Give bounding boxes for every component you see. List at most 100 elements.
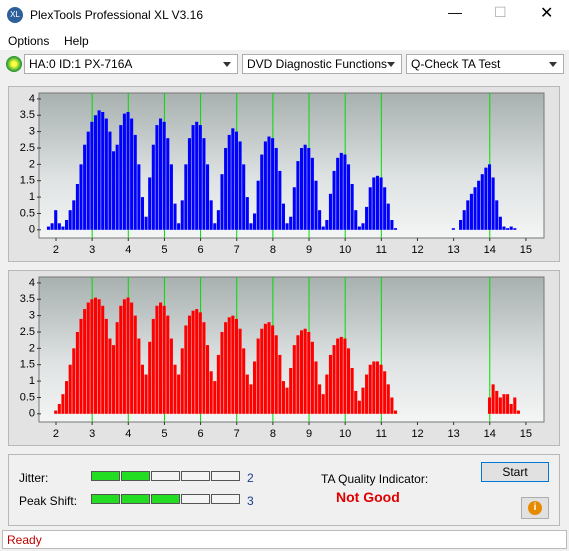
- bar: [386, 203, 390, 230]
- bar: [155, 305, 159, 414]
- bar: [509, 226, 513, 230]
- info-button[interactable]: i: [521, 497, 549, 519]
- drive-select[interactable]: HA:0 ID:1 PX-716A: [24, 54, 238, 74]
- y-tick-label: 0: [29, 408, 35, 420]
- test-select[interactable]: Q-Check TA Test: [406, 54, 564, 74]
- y-tick-label: 0: [29, 224, 35, 236]
- bar: [274, 335, 278, 414]
- bar: [303, 144, 307, 230]
- bar: [191, 310, 195, 414]
- x-tick-label: 15: [520, 244, 532, 256]
- bar: [195, 309, 199, 414]
- status-text: Ready: [7, 533, 42, 547]
- bar: [104, 118, 108, 230]
- menu-item[interactable]: Options: [8, 34, 50, 48]
- bar: [296, 161, 300, 230]
- bar: [187, 138, 192, 230]
- bar: [224, 322, 228, 414]
- bar: [318, 210, 322, 230]
- bar: [361, 387, 365, 414]
- bar: [502, 394, 506, 414]
- meter-segment: [91, 494, 120, 504]
- x-tick-label: 8: [270, 244, 276, 256]
- start-button[interactable]: Start: [481, 462, 549, 482]
- x-tick-label: 13: [448, 428, 460, 440]
- bar: [119, 305, 123, 414]
- bar: [332, 345, 336, 414]
- y-tick-label: 2.5: [20, 326, 35, 338]
- bar: [148, 177, 152, 230]
- bar: [299, 330, 304, 414]
- bar: [122, 299, 126, 414]
- bar: [79, 318, 83, 414]
- y-tick-label: 1: [29, 191, 35, 203]
- bar: [513, 228, 517, 230]
- bar: [473, 187, 477, 230]
- maximize[interactable]: ☐: [494, 4, 507, 20]
- bar: [115, 144, 119, 230]
- bar: [253, 361, 257, 414]
- bar: [336, 338, 340, 414]
- bar: [65, 219, 69, 230]
- bar: [339, 152, 343, 230]
- bar: [271, 325, 275, 414]
- x-tick-label: 6: [198, 244, 204, 256]
- bar: [238, 328, 242, 414]
- bar: [393, 410, 398, 414]
- bar: [151, 144, 155, 230]
- bar: [79, 164, 83, 230]
- bar: [249, 384, 253, 414]
- x-tick-label: 9: [306, 244, 312, 256]
- bar: [227, 134, 231, 230]
- bar: [169, 338, 173, 414]
- menu-item[interactable]: Help: [64, 34, 89, 48]
- bar: [75, 183, 79, 230]
- bar: [180, 200, 184, 230]
- x-tick-label: 4: [125, 428, 131, 440]
- bar: [140, 364, 145, 414]
- bar: [115, 322, 119, 414]
- bar: [206, 164, 210, 230]
- bar: [491, 384, 495, 414]
- bar: [346, 348, 351, 414]
- jitter-label: Jitter:: [19, 471, 49, 485]
- chart: 0 0.5 1 1.5 2 2.5 3 3.5 4 2 3 4 5 6 7 8 9 10 11 12 13 14 15: [20, 92, 545, 256]
- y-tick-label: 3.5: [20, 293, 35, 305]
- bar: [462, 210, 466, 230]
- chart: 0 0.5 1 1.5 2 2.5 3 3.5 4 2 3 4 5 6 7 8 9 10 11 12 13 14 15: [20, 276, 545, 440]
- bar: [137, 164, 141, 230]
- bar: [487, 164, 492, 230]
- bar: [126, 111, 130, 230]
- x-tick-label: 14: [484, 244, 496, 256]
- bar: [267, 322, 271, 414]
- bar: [390, 219, 394, 230]
- x-tick-label: 8: [270, 428, 276, 440]
- bar: [198, 312, 202, 414]
- x-tick-label: 6: [198, 428, 204, 440]
- bar: [213, 223, 217, 230]
- bar: [509, 403, 513, 414]
- bar: [346, 164, 351, 230]
- bar: [144, 374, 148, 414]
- bar: [126, 297, 130, 414]
- bar: [101, 305, 105, 414]
- bar: [104, 318, 108, 414]
- close[interactable]: ✕: [540, 5, 554, 22]
- y-tick-label: 3: [29, 310, 35, 322]
- bar: [480, 174, 484, 230]
- bar: [65, 381, 69, 414]
- x-tick-label: 2: [53, 428, 59, 440]
- function-select[interactable]: DVD Diagnostic Functions: [242, 54, 402, 74]
- bar: [354, 390, 358, 414]
- bar: [112, 151, 116, 230]
- bar: [122, 113, 126, 230]
- bar: [516, 410, 520, 414]
- bar: [180, 348, 184, 414]
- x-tick-label: 12: [411, 428, 423, 440]
- bar: [162, 305, 166, 414]
- minimize[interactable]: —: [448, 4, 462, 20]
- y-tick-label: 1.5: [20, 359, 35, 371]
- bar: [256, 338, 260, 414]
- bar: [234, 318, 238, 414]
- bar: [253, 213, 257, 230]
